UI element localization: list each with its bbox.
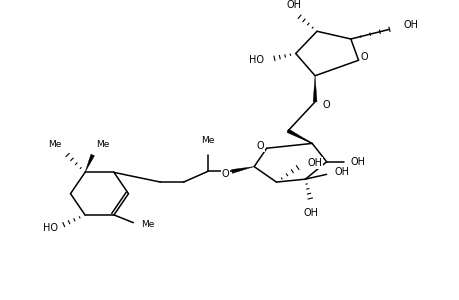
Text: Me: Me bbox=[141, 220, 154, 229]
Text: Me: Me bbox=[201, 136, 214, 145]
Text: OH: OH bbox=[307, 158, 322, 168]
Text: O: O bbox=[322, 100, 330, 110]
Text: OH: OH bbox=[402, 20, 417, 31]
Text: Me: Me bbox=[96, 140, 110, 149]
Text: O: O bbox=[256, 141, 263, 151]
Polygon shape bbox=[313, 76, 316, 102]
Text: O: O bbox=[221, 169, 229, 179]
Polygon shape bbox=[231, 167, 254, 173]
Text: HO: HO bbox=[248, 55, 263, 65]
Text: OH: OH bbox=[303, 208, 318, 218]
Text: Me: Me bbox=[48, 140, 62, 149]
Polygon shape bbox=[85, 154, 94, 172]
Text: OH: OH bbox=[334, 167, 349, 177]
Text: HO: HO bbox=[43, 224, 58, 233]
Polygon shape bbox=[286, 129, 312, 143]
Text: OH: OH bbox=[350, 157, 365, 167]
Text: OH: OH bbox=[285, 0, 301, 10]
Text: O: O bbox=[360, 52, 367, 62]
